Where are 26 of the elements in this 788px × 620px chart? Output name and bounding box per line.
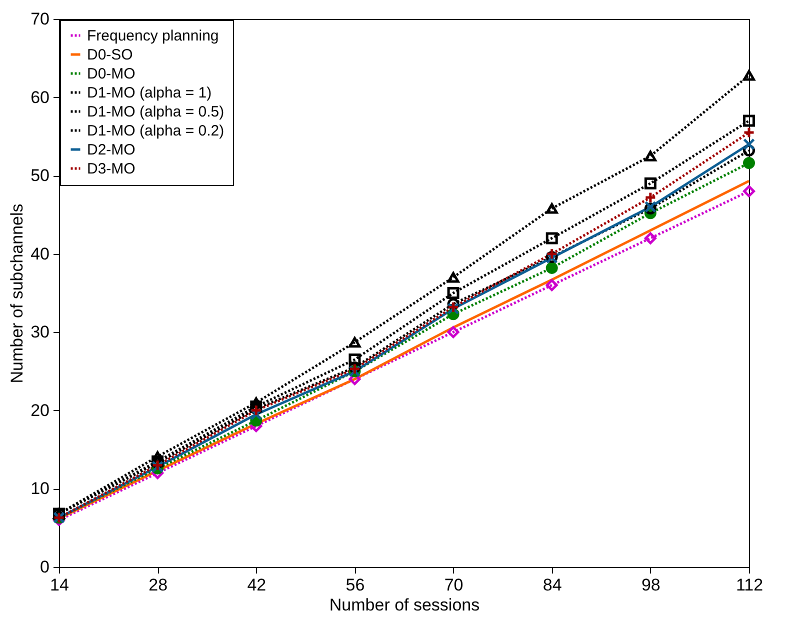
legend-label: D1-MO (alpha = 0.5)	[87, 104, 224, 120]
x-axis-title: Number of sessions	[329, 596, 480, 614]
x-tick-label: 112	[736, 576, 764, 594]
x-tick-label: 70	[444, 576, 464, 594]
y-axis-title: Number of subchannels	[8, 204, 27, 384]
y-tick-label: 30	[30, 322, 50, 342]
legend-label: D2-MO	[87, 142, 136, 158]
x-tick-label: 28	[148, 576, 168, 594]
y-tick-label: 0	[40, 558, 50, 576]
y-tick-label: 10	[30, 479, 50, 498]
x-tick-label: 98	[641, 576, 660, 594]
legend-label: D0-SO	[87, 46, 133, 64]
x-tick-label: 42	[247, 576, 266, 594]
x-tick-label: 14	[50, 576, 69, 594]
y-tick-label: 60	[30, 88, 50, 107]
x-tick-label: 84	[542, 576, 562, 594]
y-tick-label: 70	[30, 10, 50, 28]
legend-label: D1-MO (alpha = 1)	[87, 84, 212, 102]
x-tick-label: 56	[346, 576, 365, 594]
legend-label: D3-MO	[87, 160, 136, 178]
legend-label: Frequency planning	[87, 28, 219, 44]
y-tick-label: 50	[30, 166, 50, 186]
y-tick-label: 40	[30, 244, 50, 264]
legend-label: D0-MO	[87, 66, 136, 82]
legend-label: D1-MO (alpha = 0.2)	[87, 122, 224, 140]
y-tick-label: 20	[30, 400, 50, 420]
